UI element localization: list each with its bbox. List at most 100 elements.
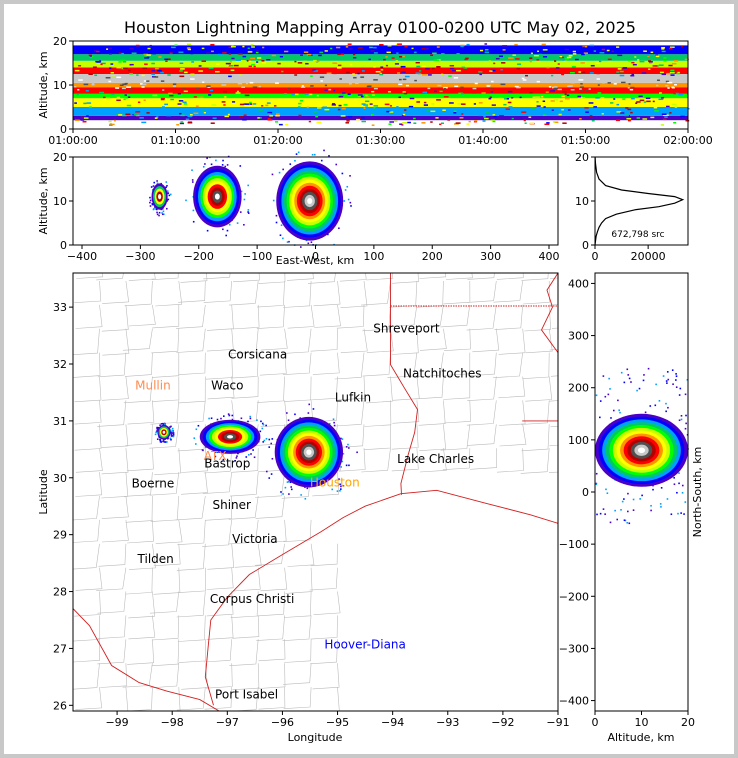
density-speck [387,44,392,47]
density-speck [367,85,372,87]
density-speck [578,71,583,73]
map-x-tick-label: −97 [216,716,239,729]
density-speck [109,67,112,69]
density-speck [450,67,454,70]
ns-halo-speck [654,404,657,407]
density-speck [468,120,471,123]
density-speck [554,121,559,124]
density-speck [192,70,196,73]
county-line [468,352,497,377]
density-speck [492,120,496,123]
ns-halo-speck [672,383,674,386]
map-halo-speck [202,449,204,452]
density-speck [680,115,685,118]
density-speck [109,123,113,125]
ew-halo-speck [310,241,313,243]
altitude-band [73,87,688,94]
density-speck [233,64,239,67]
density-speck [182,101,187,104]
county-line [155,280,183,307]
map-halo-speck [215,451,217,454]
county-line [75,448,103,473]
county-line [467,376,497,401]
density-speck [669,71,675,74]
map-halo-speck [340,437,342,440]
map-halo-speck [249,417,252,420]
density-speck [251,46,255,48]
ns-halo-speck [623,498,625,500]
density-speck [571,66,576,68]
map-halo-speck [227,413,230,415]
county-line [230,591,259,618]
density-speck [458,92,463,95]
density-speck [237,82,243,85]
density-speck [266,102,271,104]
ew-halo-speck [149,205,152,207]
density-speck [436,54,439,57]
density-speck [663,60,667,62]
density-speck [324,89,328,92]
density-speck [643,101,647,103]
ns-halo-speck [595,394,598,397]
map-halo-speck [154,433,157,436]
density-speck [612,65,617,67]
county-line [73,519,100,543]
density-speck [116,96,121,99]
density-speck [158,56,162,58]
density-speck [638,95,643,98]
density-speck [552,121,556,123]
density-speck [346,120,350,122]
ew-height-x-tick-label: −300 [125,250,155,263]
ew-halo-speck [289,163,292,165]
ew-halo-speck [155,208,157,210]
map-x-tick-label: −94 [381,716,404,729]
density-speck [179,112,182,115]
map-halo-speck [333,421,335,424]
density-speck [178,51,184,53]
density-speck [335,46,341,49]
county-line [467,424,497,446]
county-line [413,304,444,328]
density-speck [262,46,265,49]
ns-halo-speck [604,395,607,398]
county-line [365,376,393,404]
density-speck [124,94,127,96]
map-y-tick-label: 31 [53,415,67,428]
density-speck [674,92,679,95]
county-line [177,615,206,642]
ew-halo-speck [168,194,171,197]
density-speck [461,113,464,115]
county-line [231,376,259,399]
density-speck [479,73,482,76]
ns-halo-speck [636,389,638,392]
map-halo-speck [259,430,262,433]
density-speck [558,113,562,116]
density-speck [380,66,384,68]
density-speck [452,69,456,72]
density-speck [151,73,156,76]
density-speck [461,66,466,69]
county-line [340,280,368,308]
density-speck [634,56,637,58]
ew-halo-speck [156,180,158,182]
ew-halo-speck [150,186,153,188]
density-speck [135,111,141,113]
map-halo-speck [282,493,284,495]
ew-halo-speck [191,179,194,181]
density-speck [542,100,546,103]
ew-halo-speck [243,198,246,201]
ns-halo-speck [632,498,635,501]
density-speck [177,103,182,105]
density-speck [193,112,199,115]
density-speck [251,63,255,66]
density-speck [339,78,342,80]
density-speck [331,103,336,105]
map-x-tick-label: −99 [105,716,128,729]
density-speck [83,117,89,119]
density-speck [528,116,532,119]
density-speck [457,46,461,48]
county-line [74,280,102,303]
density-speck [472,87,477,90]
